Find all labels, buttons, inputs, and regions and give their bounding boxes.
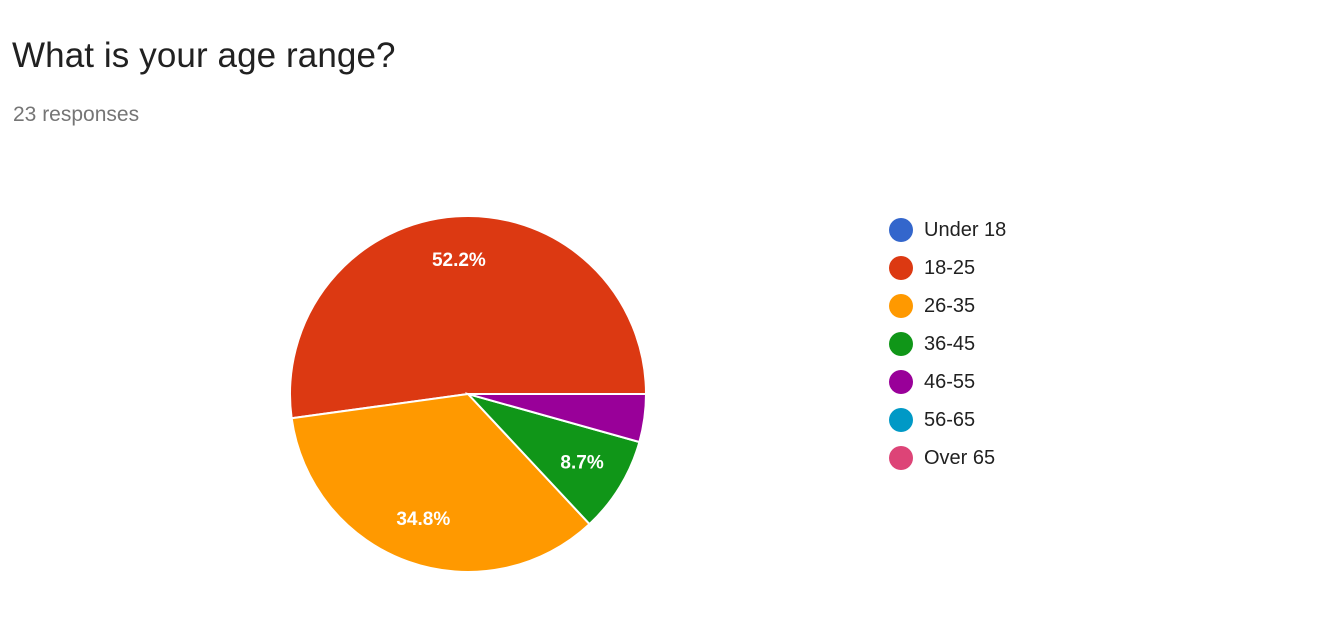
legend-label: 56-65	[924, 408, 976, 431]
legend-item[interactable]: 56-65	[889, 401, 1006, 439]
legend-label: 46-55	[924, 370, 976, 393]
slice-percent-label: 8.7%	[560, 452, 603, 473]
legend-swatch-icon	[889, 294, 913, 318]
legend-label: 26-35	[924, 294, 976, 317]
pie-slice-46-55[interactable]	[467, 393, 648, 444]
slice-percent-label: 34.8%	[396, 509, 450, 530]
legend-item[interactable]: 46-55	[889, 363, 1006, 401]
slice-percent-label: 52.2%	[432, 250, 486, 271]
legend-swatch-icon	[889, 256, 913, 280]
legend-item[interactable]: 26-35	[889, 287, 1006, 325]
legend-label: Under 18	[924, 218, 1007, 241]
legend-label: Over 65	[924, 446, 996, 469]
question-title: What is your age range?	[12, 36, 396, 75]
response-count: 23 responses	[13, 103, 140, 126]
chart-legend: Under 18 18-25 26-35 36-45 46-55 56-65 Over 65	[889, 211, 1006, 477]
pie-slice-18-25[interactable]	[289, 215, 648, 420]
legend-swatch-icon	[889, 370, 913, 394]
legend-label: 36-45	[924, 332, 976, 355]
legend-item[interactable]: 18-25	[889, 249, 1006, 287]
legend-swatch-icon	[889, 446, 913, 470]
pie-slice-36-45[interactable]	[464, 392, 641, 526]
legend-item[interactable]: Under 18	[889, 211, 1006, 249]
legend-swatch-icon	[889, 408, 913, 432]
legend-swatch-icon	[889, 218, 913, 242]
pie-slice-26-35[interactable]	[290, 392, 591, 573]
legend-item[interactable]: Over 65	[889, 439, 1006, 477]
legend-swatch-icon	[889, 332, 913, 356]
legend-item[interactable]: 36-45	[889, 325, 1006, 363]
legend-label: 18-25	[924, 256, 976, 279]
